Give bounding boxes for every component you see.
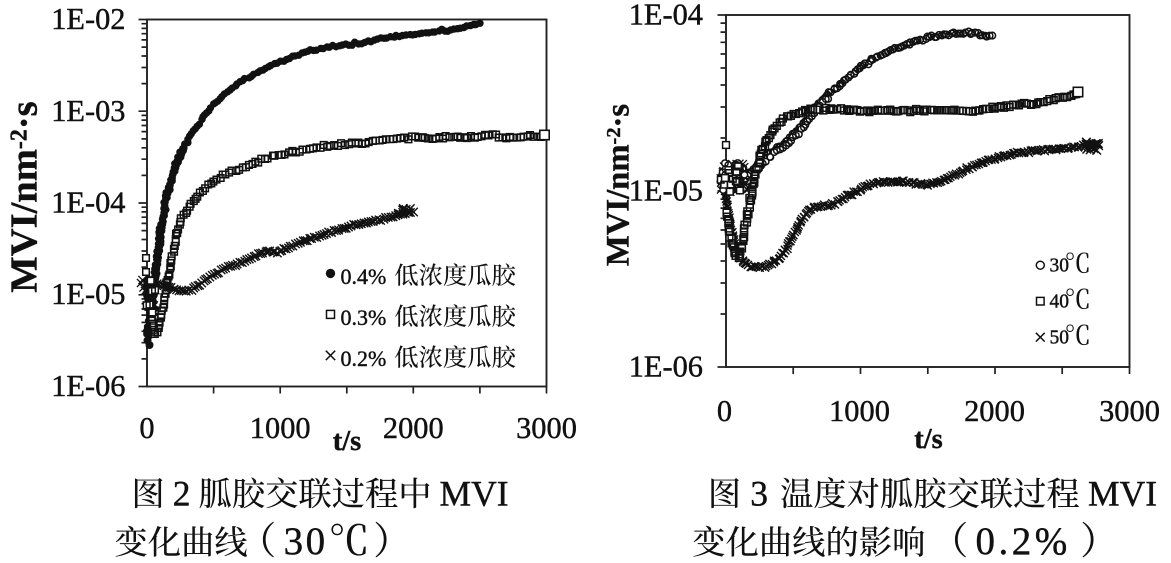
svg-text:1E-03: 1E-03 [51, 94, 125, 128]
svg-text:0.2%: 0.2% [976, 520, 1071, 563]
svg-text:50: 50 [1050, 328, 1070, 349]
svg-text:MVI/nm-2·s: MVI/nm-2·s [4, 101, 46, 292]
svg-text:2000: 2000 [383, 411, 444, 445]
svg-text:3000: 3000 [516, 411, 577, 445]
svg-text:40: 40 [1050, 292, 1070, 313]
svg-text:30: 30 [1050, 256, 1070, 277]
svg-text:t/s: t/s [914, 424, 943, 455]
svg-text:0.4%: 0.4% [341, 264, 387, 289]
svg-text:0.3%: 0.3% [341, 305, 387, 330]
svg-text:1E-05: 1E-05 [51, 277, 125, 311]
svg-text:t/s: t/s [333, 426, 362, 457]
svg-text:1E-05: 1E-05 [629, 174, 703, 208]
svg-text:0: 0 [139, 411, 154, 445]
svg-text:1E-04: 1E-04 [51, 186, 125, 220]
svg-text:2: 2 [173, 474, 191, 514]
svg-text:MVI/nm-2·s: MVI/nm-2·s [601, 104, 637, 266]
svg-text:1E-06: 1E-06 [629, 350, 703, 384]
svg-text:1E-02: 1E-02 [51, 2, 125, 36]
svg-text:1000: 1000 [250, 411, 311, 445]
svg-text:1E-04: 1E-04 [629, 0, 703, 32]
svg-text:0: 0 [717, 394, 732, 428]
svg-text:MVI: MVI [440, 474, 509, 514]
svg-text:3: 3 [750, 474, 768, 514]
svg-text:MVI: MVI [1088, 474, 1157, 514]
svg-text:0.2%: 0.2% [341, 346, 387, 371]
svg-text:1E-06: 1E-06 [51, 369, 125, 403]
svg-text:2000: 2000 [964, 394, 1025, 428]
svg-text:3000: 3000 [1099, 394, 1160, 428]
svg-text:1000: 1000 [829, 394, 890, 428]
svg-text:30: 30 [284, 520, 328, 563]
